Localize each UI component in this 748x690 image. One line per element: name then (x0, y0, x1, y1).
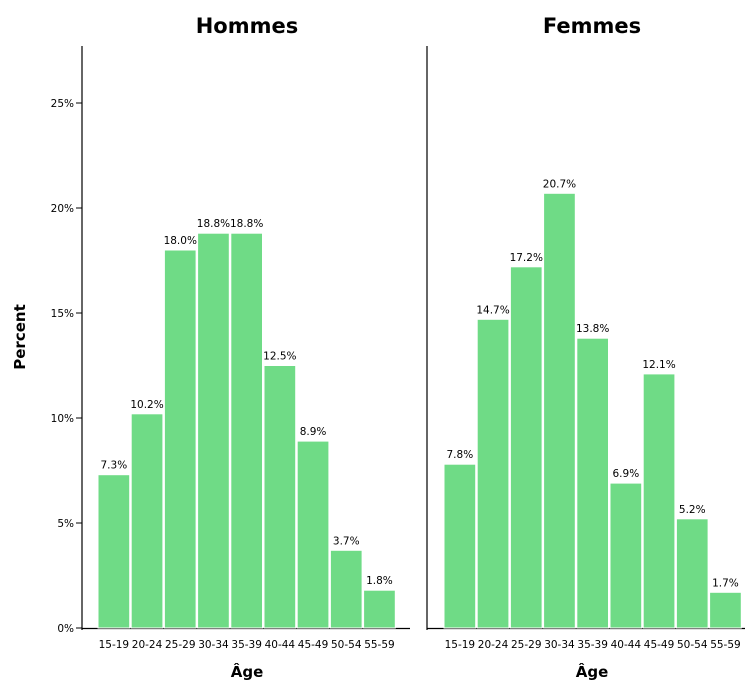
x-tick-label-hommes: 15-19 (99, 639, 130, 651)
x-tick-label-hommes: 55-59 (364, 639, 395, 651)
data-label-femmes: 5.2% (679, 504, 706, 516)
bar-hommes-45-49 (296, 440, 330, 629)
value-labels-femmes: 7.8% 14.7% 17.2% 20.7% 13.8% 6.9% 12.1% 5.2% 1.7… (447, 178, 739, 589)
bar-femmes-35-39 (576, 337, 609, 629)
panel-hommes: Hommes Âge 0% 5% 10% 15% 20% 25% 7.3% 10.2% 18.… (51, 14, 410, 681)
panel-title-hommes: Hommes (196, 14, 299, 38)
data-label-femmes: 14.7% (476, 304, 509, 316)
data-label-hommes: 3.7% (333, 535, 360, 547)
bar-femmes-20-24 (476, 318, 510, 629)
x-tick-label-femmes: 50-54 (677, 639, 708, 651)
x-tick-label-hommes: 45-49 (298, 639, 329, 651)
y-tick-label: 15% (51, 308, 74, 320)
y-tick-label: 25% (51, 98, 74, 110)
bar-hommes-25-29 (163, 249, 197, 629)
x-tick-label-femmes: 35-39 (577, 639, 608, 651)
bars-hommes (97, 232, 396, 629)
x-tick-label-hommes: 25-29 (165, 639, 196, 651)
x-tick-label-femmes: 55-59 (710, 639, 741, 651)
data-label-femmes: 13.8% (576, 323, 609, 335)
bar-femmes-55-59 (709, 591, 742, 629)
data-label-hommes: 8.9% (300, 426, 327, 438)
x-tick-label-hommes: 50-54 (331, 639, 362, 651)
x-tick-label-femmes: 25-29 (511, 639, 542, 651)
data-label-femmes: 1.7% (712, 577, 739, 589)
y-tick-label: 10% (51, 413, 74, 425)
x-tick-label-femmes: 40-44 (611, 639, 642, 651)
bar-femmes-40-44 (609, 482, 643, 629)
value-labels-hommes: 7.3%10.2%18.0%18.8% 18.8%12.5%8.9%3.7%1.8… (101, 218, 393, 587)
x-tick-label-femmes: 20-24 (478, 639, 509, 651)
x-labels-hommes: 15-19 20-24 25-29 30-34 35-39 40-44 45-49 50-54… (99, 639, 395, 651)
bar-femmes-15-19 (443, 463, 477, 629)
x-labels-femmes: 15-19 20-24 25-29 30-34 35-39 40-44 45-49 50-54… (445, 639, 741, 651)
y-tick-label: 20% (51, 203, 74, 215)
bar-hommes-30-34 (197, 232, 230, 629)
data-label-hommes: 7.3% (101, 460, 128, 472)
y-tick-label: 0% (57, 623, 74, 635)
x-tick-label-femmes: 15-19 (445, 639, 476, 651)
data-label-femmes: 17.2% (510, 252, 543, 264)
x-tick-label-hommes: 30-34 (198, 639, 229, 651)
bar-hommes-50-54 (329, 549, 363, 629)
data-label-hommes: 10.2% (130, 399, 163, 411)
data-label-hommes: 18.0% (164, 235, 197, 247)
x-tick-label-femmes: 30-34 (544, 639, 575, 651)
x-tick-label-hommes: 35-39 (231, 639, 262, 651)
y-axis-title: Percent (11, 304, 29, 369)
bar-femmes-30-34 (543, 192, 576, 629)
data-label-hommes: 18.8% (197, 218, 230, 230)
data-label-hommes: 12.5% (263, 351, 296, 363)
bar-hommes-20-24 (130, 413, 164, 629)
data-label-femmes: 6.9% (613, 468, 640, 480)
data-label-femmes: 12.1% (642, 359, 675, 371)
bar-hommes-40-44 (263, 365, 297, 629)
x-tick-label-hommes: 40-44 (265, 639, 296, 651)
bar-hommes-15-19 (97, 474, 131, 629)
y-axis-hommes: 0% 5% 10% 15% 20% 25% (51, 46, 410, 635)
data-label-hommes: 18.8% (230, 218, 263, 230)
data-label-hommes: 1.8% (366, 575, 393, 587)
x-tick-label-hommes: 20-24 (132, 639, 163, 651)
data-label-femmes: 20.7% (543, 178, 576, 190)
panel-title-femmes: Femmes (543, 14, 641, 38)
y-tick-label: 5% (57, 518, 74, 530)
data-label-femmes: 7.8% (447, 449, 474, 461)
bar-femmes-25-29 (509, 266, 543, 629)
x-tick-label-femmes: 45-49 (644, 639, 675, 651)
bars-femmes (443, 192, 742, 629)
bar-femmes-50-54 (675, 518, 709, 629)
bar-hommes-35-39 (230, 232, 264, 629)
bar-femmes-45-49 (642, 373, 676, 629)
bar-hommes-55-59 (363, 589, 396, 629)
panel-femmes: Femmes Âge 7.8% 14.7% 17.2% 20.7% 13.8% 6.9% 1… (426, 14, 745, 681)
x-axis-title-hommes: Âge (231, 662, 264, 681)
x-axis-title-femmes: Âge (576, 662, 609, 681)
